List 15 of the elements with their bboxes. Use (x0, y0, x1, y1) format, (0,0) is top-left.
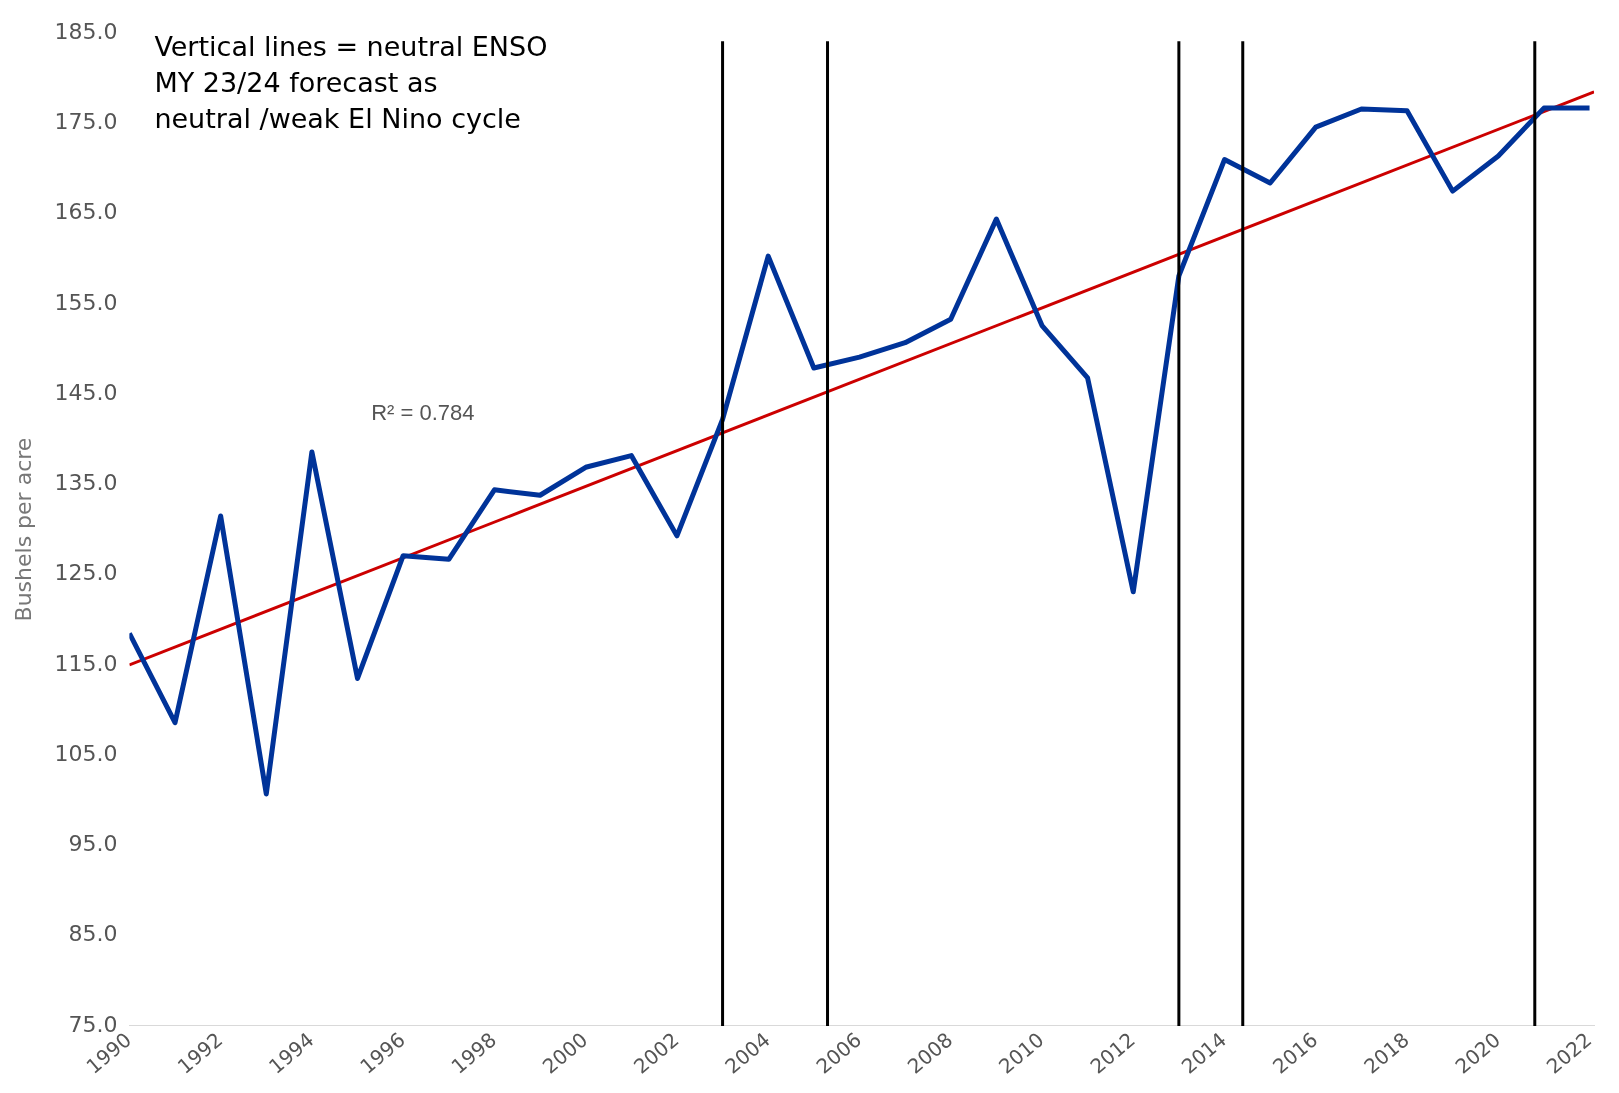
y-tick-label: 105.0 (54, 740, 118, 766)
y-tick-label: 185.0 (54, 18, 118, 44)
y-axis-title: Bushels per acre (10, 437, 36, 622)
y-tick-label: 175.0 (54, 109, 118, 135)
y-tick-label: 125.0 (54, 560, 118, 586)
y-tick-label: 115.0 (54, 650, 118, 676)
y-tick-label: 85.0 (68, 921, 118, 947)
y-tick-label: 155.0 (54, 289, 118, 315)
y-tick-label: 145.0 (54, 379, 118, 405)
y-tick-label: 95.0 (68, 831, 118, 857)
y-tick-label: 165.0 (54, 199, 118, 225)
y-tick-label: 135.0 (54, 470, 118, 496)
y-tick-label: 75.0 (68, 1011, 118, 1037)
annotation: R² = 0.784 (371, 400, 475, 426)
annotation: Vertical lines = neutral ENSO MY 23/24 forecast as neutral /weak El Nino cycle (154, 30, 548, 134)
